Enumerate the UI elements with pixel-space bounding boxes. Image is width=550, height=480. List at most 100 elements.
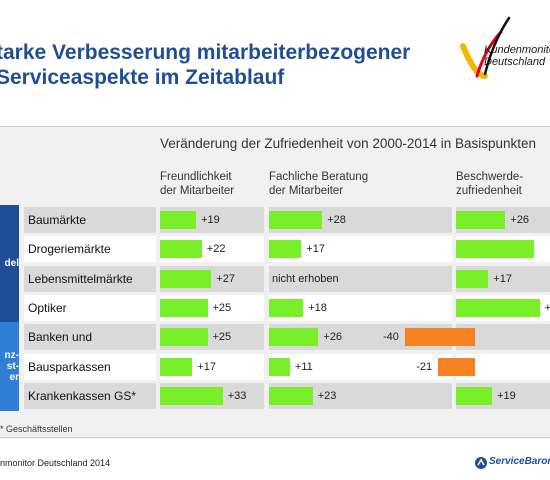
value-label: +25 — [212, 301, 232, 314]
brand-name: ServiceBarometer — [489, 456, 550, 467]
column-header-line: der Mitarbeiter — [269, 185, 344, 197]
value-label: +19 — [201, 214, 220, 226]
row-label: Krankenkassen GS* — [24, 382, 156, 409]
value-label: +28 — [327, 214, 346, 226]
column-header-line: Freundlichkeit — [160, 171, 232, 183]
footnote: * Geschäftsstellen — [0, 424, 73, 434]
column-header-line: der Mitarbeiter — [160, 185, 235, 197]
value-label: -21 — [416, 360, 433, 373]
value-label: +33 — [227, 389, 247, 402]
value-label: +25 — [212, 331, 232, 344]
value-cell: +22 — [160, 236, 264, 263]
negative-bar — [438, 357, 475, 376]
table-row: Bausparkassen +17 +11 -21 — [24, 353, 550, 380]
value-label: -40 — [383, 331, 399, 344]
value-label: +17 — [306, 243, 325, 256]
table-row: Banken und Sparkassen +25 +26 -40 — [24, 324, 550, 370]
value-cell: -40 — [269, 324, 550, 350]
positive-bar — [456, 298, 540, 317]
value-label: +18 — [308, 301, 327, 314]
column-header-line: zufriedenheit — [456, 185, 522, 197]
value-label: +19 — [497, 389, 516, 402]
value-cell: +17 — [269, 236, 452, 263]
column-header: Beschwerde-zufriedenheit — [456, 170, 523, 198]
row-label: Drogeriemärkte — [24, 236, 156, 263]
value-label: +23 — [317, 389, 337, 402]
value-cell: +4 — [456, 294, 550, 321]
column-header: Fachliche Beratung der Mitarbeiter — [269, 170, 368, 198]
column-header-line: Beschwerde- — [456, 171, 524, 183]
value-cell: +19 — [160, 207, 264, 233]
row-group-label: del — [0, 258, 19, 269]
row-group-label-line: nz- — [4, 350, 19, 361]
row-group-label-line: er — [9, 372, 19, 383]
positive-bar — [160, 386, 223, 405]
value-label: +26 — [510, 214, 530, 226]
positive-bar — [456, 211, 506, 229]
value-label: +22 — [206, 243, 226, 256]
value-cell: +26 — [456, 207, 550, 233]
positive-bar — [160, 240, 202, 259]
title-line-2: Serviceaspekte im Zeitablauf — [0, 66, 285, 89]
positive-bar — [456, 269, 489, 288]
row-label: Lebensmittelmärkte — [24, 265, 156, 292]
positive-bar — [160, 269, 212, 288]
row-label: Baumärkte — [24, 207, 156, 233]
value-cell: +19 — [456, 382, 550, 409]
kundenmonitor-logo-icon — [460, 16, 511, 79]
value-label: +17 — [493, 272, 512, 285]
value-cell: +27 — [160, 265, 264, 292]
table-row: Drogeriemärkte +22 +17 — [24, 236, 550, 263]
row-label: Banken und Sparkassen — [24, 324, 156, 370]
value-label: +4 — [544, 301, 550, 314]
value-label: nicht erhoben — [272, 272, 339, 285]
value-cell: +17 — [456, 265, 550, 292]
chart-title: Veränderung der Zufriedenheit von 2000-2… — [160, 136, 537, 151]
logo-text-line-1: Kundenmonitor — [484, 44, 550, 56]
positive-bar — [456, 386, 493, 405]
column-header: Freundlichkeit der Mitarbeiter — [160, 170, 234, 198]
page-title: tarke Verbesserung mitarbeiterbezogener … — [0, 40, 426, 90]
value-cell: +23 — [269, 382, 452, 409]
value-cell: +18 — [269, 294, 452, 321]
row-group-label: nz-st-er — [0, 350, 19, 383]
table-row: Krankenkassen GS* +33 +23 +19 — [24, 382, 550, 409]
table-row: Baumärkte +19 +28 +26 — [24, 207, 550, 233]
positive-bar — [160, 328, 208, 347]
value-label: +26 — [323, 331, 343, 344]
negative-bar — [405, 328, 475, 347]
table-row: Lebensmittelmärkte +27 nicht erhoben +17 — [24, 265, 550, 292]
row-label: Optiker — [24, 294, 156, 321]
value-cell: +25 — [160, 294, 264, 321]
value-cell: +17 — [160, 353, 264, 380]
positive-bar — [160, 357, 193, 376]
servicebarometer-logo-icon — [475, 457, 487, 469]
positive-bar — [269, 211, 323, 229]
value-cell: -21 — [269, 354, 550, 380]
value-cell: +33 — [160, 382, 264, 409]
positive-bar — [160, 211, 197, 229]
positive-bar — [456, 240, 534, 259]
value-label: +17 — [197, 360, 216, 373]
positive-bar — [269, 386, 313, 405]
positive-bar — [269, 357, 290, 376]
column-header-line: Fachliche Beratung — [269, 171, 369, 183]
positive-bar — [269, 328, 319, 347]
row-group-block — [0, 205, 19, 323]
positive-bar — [269, 298, 304, 317]
value-label: +11 — [294, 360, 313, 373]
table-row: Optiker +25 +18 +4 — [24, 294, 550, 321]
value-cell: +11 — [269, 353, 452, 380]
row-group-block — [0, 322, 19, 411]
positive-bar — [160, 298, 208, 317]
title-line-1: tarke Verbesserung mitarbeiterbezogener — [0, 41, 411, 64]
logo-text-line-2: Deutschland — [484, 56, 546, 68]
row-label: Bausparkassen — [24, 353, 156, 380]
source-text: nmonitor Deutschland 2014 — [0, 458, 111, 468]
value-cell — [456, 236, 550, 263]
value-label: +27 — [216, 272, 235, 285]
row-group-label-line: st- — [6, 361, 19, 372]
value-cell: nicht erhoben — [269, 265, 452, 292]
value-cell: +25 — [160, 324, 264, 351]
positive-bar — [269, 240, 302, 259]
